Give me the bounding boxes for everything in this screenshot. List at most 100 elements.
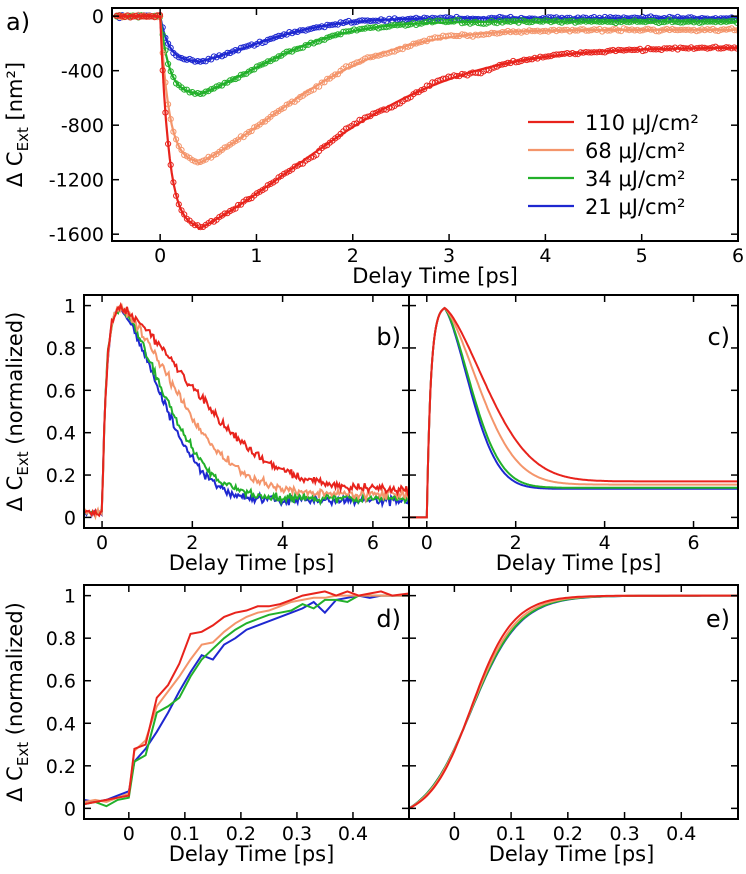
series-line xyxy=(84,590,409,806)
panel-b-xtick-label: 2 xyxy=(186,532,198,554)
data-point xyxy=(259,119,266,126)
series-line xyxy=(84,306,409,519)
panel-a-xtick-label: 3 xyxy=(443,245,455,267)
legend-label: 34 μJ/cm² xyxy=(585,167,685,191)
panel-d-ylabel: Δ CExt (normalized) xyxy=(3,602,32,802)
fit-line xyxy=(112,15,738,231)
data-point xyxy=(181,86,188,93)
panel-a-xtick-label: 2 xyxy=(347,245,359,267)
data-point xyxy=(542,17,549,24)
panel-d-xtick-label: 0 xyxy=(123,823,135,845)
panel-c-xlabel: Delay Time [ps] xyxy=(496,551,662,575)
panel-b-ytick-label: 0.8 xyxy=(46,338,76,360)
data-point xyxy=(318,79,325,86)
panel-e-xtick-label: 0.2 xyxy=(553,823,583,845)
panel-c-plot xyxy=(409,306,738,519)
panel-a-ytick-label: -1600 xyxy=(49,224,104,246)
panel-a-ytick-label: -400 xyxy=(61,61,104,83)
series-line xyxy=(84,305,409,516)
data-point xyxy=(666,13,673,21)
panel-b-ytick-label: 1 xyxy=(64,296,76,318)
panel-c-xtick-label: 0 xyxy=(421,532,433,554)
panel-d-xtick-label: 0.3 xyxy=(282,823,312,845)
panel-a-label: a) xyxy=(6,8,30,36)
panel-b-ytick-label: 0.6 xyxy=(46,380,76,402)
series-line xyxy=(84,301,409,518)
panel-a-ylabel: Δ CExt [nm²] xyxy=(3,62,32,187)
panel-b-xtick-label: 0 xyxy=(96,532,108,554)
panel-a-ytick-label: 0 xyxy=(92,6,104,28)
panel-a-xtick-label: 6 xyxy=(732,245,744,267)
legend-label: 110 μJ/cm² xyxy=(585,111,699,135)
panel-b-ytick-label: 0.2 xyxy=(46,465,76,487)
data-point xyxy=(291,163,298,170)
panel-e-xlabel: Delay Time [ps] xyxy=(489,842,655,866)
data-point xyxy=(245,196,252,203)
panel-d-label: d) xyxy=(376,605,401,633)
panel-c-label: c) xyxy=(707,323,730,351)
series-line xyxy=(84,594,409,804)
series-line xyxy=(409,594,738,810)
panel-d-frame xyxy=(83,584,410,820)
panel-c-frame xyxy=(408,294,739,529)
panel-d-xtick-label: 0.4 xyxy=(338,823,368,845)
ylabel-main: Δ C xyxy=(3,151,27,187)
panel-c-xtick-label: 4 xyxy=(599,532,611,554)
panel-d-ytick-label: 1 xyxy=(64,586,76,608)
panel-b-ytick-label: 0.4 xyxy=(46,423,76,445)
ylabel-sub: Ext xyxy=(14,742,32,766)
panel-a-plot xyxy=(112,11,738,231)
series-line xyxy=(409,594,738,810)
data-point xyxy=(693,28,700,35)
series-line xyxy=(84,594,409,808)
ylabel-sub: Ext xyxy=(14,127,32,151)
panel-c-xtick-label: 6 xyxy=(687,532,699,554)
panel-e-xtick-label: 0.3 xyxy=(609,823,639,845)
panel-d-plot xyxy=(84,590,409,808)
panel-e-frame xyxy=(408,584,739,820)
series-line xyxy=(409,306,738,519)
series-line xyxy=(409,594,738,810)
panel-a-xtick-label: 0 xyxy=(154,245,166,267)
ylabel-unit: (normalized) xyxy=(3,312,27,452)
panel-b-xlabel: Delay Time [ps] xyxy=(169,551,335,575)
series-line xyxy=(409,594,738,810)
panel-e-label: e) xyxy=(706,605,730,633)
ylabel-sub: Ext xyxy=(14,451,32,475)
panel-e-xtick-label: 0.4 xyxy=(666,823,696,845)
data-point xyxy=(167,44,174,51)
panel-b-xtick-label: 4 xyxy=(277,532,289,554)
ylabel-main: Δ C xyxy=(3,766,27,802)
panel-d-ytick-label: 0.8 xyxy=(46,628,76,650)
panel-a-xtick-label: 4 xyxy=(539,245,551,267)
panel-d-ytick-label: 0.2 xyxy=(46,756,76,778)
series-line xyxy=(409,306,738,519)
panel-a-ytick-label: -1200 xyxy=(49,170,104,192)
panel-e-xtick-label: 0 xyxy=(448,823,460,845)
panel-e-plot xyxy=(409,594,738,810)
panel-a-xtick-label: 1 xyxy=(250,245,262,267)
fit-line xyxy=(112,15,738,96)
panel-b-ytick-label: 0 xyxy=(64,507,76,529)
ylabel-unit: (normalized) xyxy=(3,602,27,742)
panel-d-xtick-label: 0.2 xyxy=(226,823,256,845)
panel-e-xtick-label: 0.1 xyxy=(496,823,526,845)
legend-label: 68 μJ/cm² xyxy=(585,139,685,163)
panel-d-ytick-label: 0.4 xyxy=(46,713,76,735)
ylabel-unit: [nm²] xyxy=(3,62,27,127)
data-point xyxy=(518,17,525,24)
panel-c-xtick-label: 2 xyxy=(510,532,522,554)
panel-d-xlabel: Delay Time [ps] xyxy=(169,842,335,866)
panel-a-xtick-label: 5 xyxy=(636,245,648,267)
panel-b-xtick-label: 6 xyxy=(367,532,379,554)
panel-a-xlabel: Delay Time [ps] xyxy=(352,264,518,288)
data-point xyxy=(289,98,296,105)
series-line xyxy=(409,306,738,519)
panel-d-xtick-label: 0.1 xyxy=(170,823,200,845)
fit-line xyxy=(112,15,738,165)
ylabel-main: Δ C xyxy=(3,476,27,512)
panel-a-ytick-label: -800 xyxy=(61,115,104,137)
data-point xyxy=(245,128,252,136)
panel-d-ytick-label: 0 xyxy=(64,798,76,820)
panel-b-plot xyxy=(84,301,409,521)
